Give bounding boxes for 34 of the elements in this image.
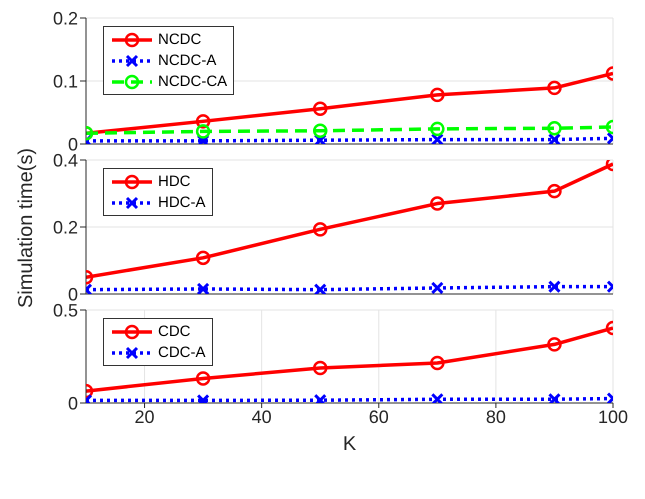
point [547,121,562,136]
x-axis-title: K [342,433,357,455]
point [430,88,445,102]
legend-label: HDC [158,173,190,190]
y-tick-label: 0.2 [52,217,78,238]
x-tick-label: 100 [598,406,628,427]
x-tick-label: 20 [134,406,155,427]
point [430,281,444,294]
legend-label: NCDC-CA [158,73,228,90]
legend-label: CDC-A [158,344,206,361]
point [430,122,445,136]
point [430,356,445,370]
point [312,222,328,237]
x-tick-label: 80 [486,406,506,427]
point [430,133,444,144]
x-tick-label: 60 [368,406,389,427]
y-axis-title: Simulation time(s) [14,146,38,310]
point [430,392,444,403]
legend-label: NCDC-A [158,52,216,69]
legend-label: NCDC [158,31,202,48]
point [314,283,327,294]
point [312,124,328,138]
point [430,196,445,211]
y-tick-label: 0 [68,393,78,414]
legend-label: HDC-A [158,194,206,211]
x-tick-label: 40 [252,406,272,427]
point [312,360,328,376]
legend-label: CDC [158,323,190,340]
y-tick-label: 0.1 [52,71,78,92]
point [196,124,210,139]
point [548,133,561,144]
point [312,101,328,116]
point [547,80,562,96]
y-tick-label: 0.2 [52,8,78,28]
